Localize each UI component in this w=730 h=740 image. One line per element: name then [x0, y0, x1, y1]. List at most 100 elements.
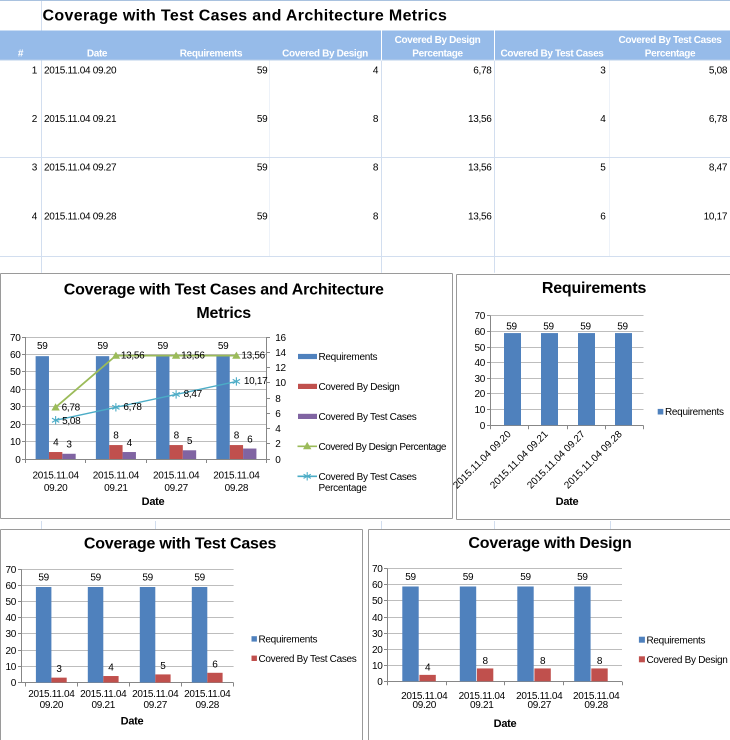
svg-text:8: 8	[113, 431, 119, 442]
svg-text:40: 40	[474, 358, 485, 369]
svg-text:Date: Date	[494, 718, 517, 730]
svg-text:Metrics: Metrics	[196, 305, 251, 322]
svg-text:59: 59	[257, 163, 268, 174]
svg-text:2015.11.04 09.21: 2015.11.04 09.21	[44, 114, 117, 125]
svg-text:50: 50	[474, 343, 485, 354]
svg-text:Date: Date	[121, 715, 144, 727]
svg-text:2015.11.04: 2015.11.04	[93, 470, 140, 481]
svg-text:70: 70	[10, 333, 21, 344]
svg-text:2015.11.04: 2015.11.04	[516, 691, 563, 702]
svg-text:60: 60	[5, 581, 16, 592]
svg-text:10: 10	[5, 662, 16, 673]
svg-text:Percentage: Percentage	[412, 49, 463, 60]
svg-text:59: 59	[90, 573, 101, 584]
svg-text:4: 4	[425, 662, 431, 673]
svg-text:10,17: 10,17	[244, 376, 268, 387]
svg-text:50: 50	[372, 596, 383, 607]
svg-text:30: 30	[474, 374, 485, 385]
svg-text:2015.11.04: 2015.11.04	[28, 689, 75, 700]
svg-text:0: 0	[480, 421, 486, 432]
svg-text:5: 5	[160, 661, 166, 672]
svg-text:59: 59	[617, 322, 628, 333]
svg-text:2015.11.04: 2015.11.04	[32, 470, 79, 481]
svg-text:Covered By Test Cases: Covered By Test Cases	[500, 49, 604, 60]
svg-text:59: 59	[257, 66, 268, 77]
svg-text:60: 60	[474, 327, 485, 338]
svg-text:Covered By Design: Covered By Design	[647, 655, 728, 666]
svg-text:59: 59	[37, 341, 48, 352]
svg-text:13,56: 13,56	[181, 351, 205, 362]
svg-text:6: 6	[212, 659, 218, 670]
svg-text:09.21: 09.21	[470, 700, 494, 711]
svg-text:09.27: 09.27	[164, 483, 188, 494]
svg-text:3: 3	[56, 664, 62, 675]
svg-text:6,78: 6,78	[123, 402, 142, 413]
svg-text:10: 10	[10, 437, 21, 448]
svg-text:6: 6	[600, 211, 606, 222]
svg-text:2015.11.04 09.27: 2015.11.04 09.27	[44, 163, 117, 174]
svg-text:8: 8	[234, 431, 240, 442]
svg-text:6,78: 6,78	[62, 403, 81, 414]
svg-text:59: 59	[194, 573, 205, 584]
svg-text:20: 20	[372, 645, 383, 656]
svg-text:20: 20	[474, 389, 485, 400]
svg-text:59: 59	[405, 572, 416, 583]
svg-text:50: 50	[10, 367, 21, 378]
svg-text:4: 4	[53, 438, 59, 449]
svg-text:Coverage with Test Cases and A: Coverage with Test Cases and Architectur…	[43, 8, 448, 25]
svg-text:13,56: 13,56	[468, 163, 492, 174]
svg-text:09.27: 09.27	[528, 700, 552, 711]
svg-text:09.21: 09.21	[104, 483, 128, 494]
svg-text:Date: Date	[87, 49, 108, 60]
svg-text:8: 8	[540, 656, 546, 667]
svg-text:59: 59	[38, 573, 49, 584]
svg-text:60: 60	[10, 350, 21, 361]
svg-text:#: #	[18, 49, 24, 60]
svg-text:09.28: 09.28	[225, 483, 249, 494]
svg-text:59: 59	[506, 322, 517, 333]
svg-text:5,08: 5,08	[62, 416, 81, 427]
svg-text:8,47: 8,47	[184, 389, 203, 400]
svg-text:2: 2	[275, 439, 281, 450]
svg-text:2015.11.04: 2015.11.04	[80, 689, 127, 700]
svg-text:8: 8	[482, 656, 488, 667]
svg-text:16: 16	[275, 333, 286, 344]
svg-text:30: 30	[5, 629, 16, 640]
svg-text:70: 70	[474, 311, 485, 322]
svg-text:13,56: 13,56	[468, 211, 492, 222]
svg-text:0: 0	[275, 455, 281, 466]
svg-text:09.28: 09.28	[196, 700, 220, 711]
svg-text:2015.11.04: 2015.11.04	[132, 689, 179, 700]
svg-text:Coverage with Test Cases: Coverage with Test Cases	[84, 535, 277, 552]
svg-text:Covered By Design: Covered By Design	[282, 49, 368, 60]
svg-text:09.21: 09.21	[92, 700, 116, 711]
svg-text:3: 3	[32, 163, 38, 174]
svg-text:2015.11.04: 2015.11.04	[573, 691, 620, 702]
svg-text:8: 8	[275, 394, 281, 405]
svg-text:20: 20	[5, 646, 16, 657]
svg-text:09.27: 09.27	[144, 700, 168, 711]
svg-text:Covered By Design Percentage: Covered By Design Percentage	[319, 442, 447, 453]
svg-text:4: 4	[600, 114, 606, 125]
svg-text:2015.11.04: 2015.11.04	[184, 689, 231, 700]
svg-text:2015.11.04 09.20: 2015.11.04 09.20	[44, 66, 117, 77]
svg-text:0: 0	[377, 677, 383, 688]
svg-text:Covered By Test Cases: Covered By Test Cases	[319, 412, 417, 423]
svg-text:59: 59	[218, 341, 229, 352]
svg-text:8,47: 8,47	[709, 163, 728, 174]
svg-text:8: 8	[373, 163, 379, 174]
svg-text:2015.11.04: 2015.11.04	[401, 691, 448, 702]
svg-text:6,78: 6,78	[709, 114, 728, 125]
svg-text:Requirements: Requirements	[259, 634, 318, 645]
svg-text:10,17: 10,17	[704, 211, 728, 222]
svg-text:10: 10	[372, 661, 383, 672]
svg-text:Requirements: Requirements	[647, 635, 706, 646]
svg-text:4: 4	[373, 66, 379, 77]
svg-text:70: 70	[372, 564, 383, 575]
svg-text:6,78: 6,78	[473, 66, 492, 77]
svg-text:4: 4	[275, 424, 281, 435]
svg-text:59: 59	[158, 341, 169, 352]
svg-text:40: 40	[5, 613, 16, 624]
svg-text:09.20: 09.20	[44, 483, 68, 494]
svg-text:09.28: 09.28	[584, 700, 608, 711]
